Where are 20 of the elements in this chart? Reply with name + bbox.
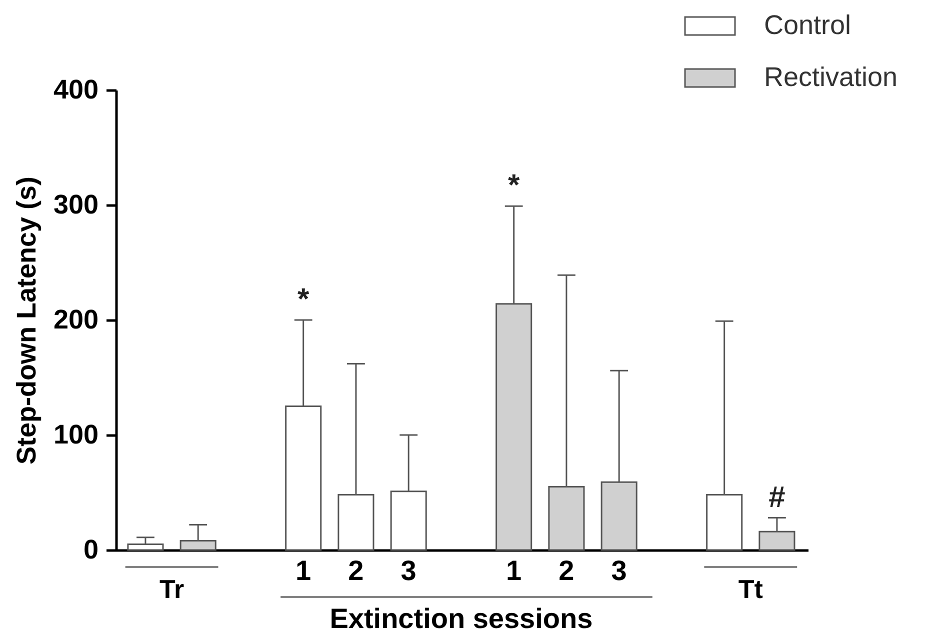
x-tick-label: 2 <box>558 555 574 586</box>
y-tick-label: 200 <box>53 304 98 334</box>
y-tick-label: 0 <box>83 534 98 564</box>
y-axis-title: Step-down Latency (s) <box>11 176 42 465</box>
legend-label: Rectivation <box>764 62 898 92</box>
y-tick-label: 100 <box>53 420 98 450</box>
x-tick-label: 3 <box>611 555 627 586</box>
y-tick-label: 400 <box>53 74 98 104</box>
text: Tr <box>159 574 184 604</box>
annotation: * <box>508 169 520 202</box>
x-axis-title: Extinction sessions <box>330 603 593 634</box>
annotation: * <box>297 283 310 316</box>
annotation: # <box>768 480 786 514</box>
text: Tt <box>738 574 764 604</box>
x-tick-label: 1 <box>296 555 312 586</box>
y-tick-label: 300 <box>53 190 98 220</box>
x-tick-label: 1 <box>506 555 522 586</box>
x-tick-label: 2 <box>348 555 364 586</box>
legend-label: Control <box>764 10 852 40</box>
x-tick-label: 3 <box>400 555 416 586</box>
